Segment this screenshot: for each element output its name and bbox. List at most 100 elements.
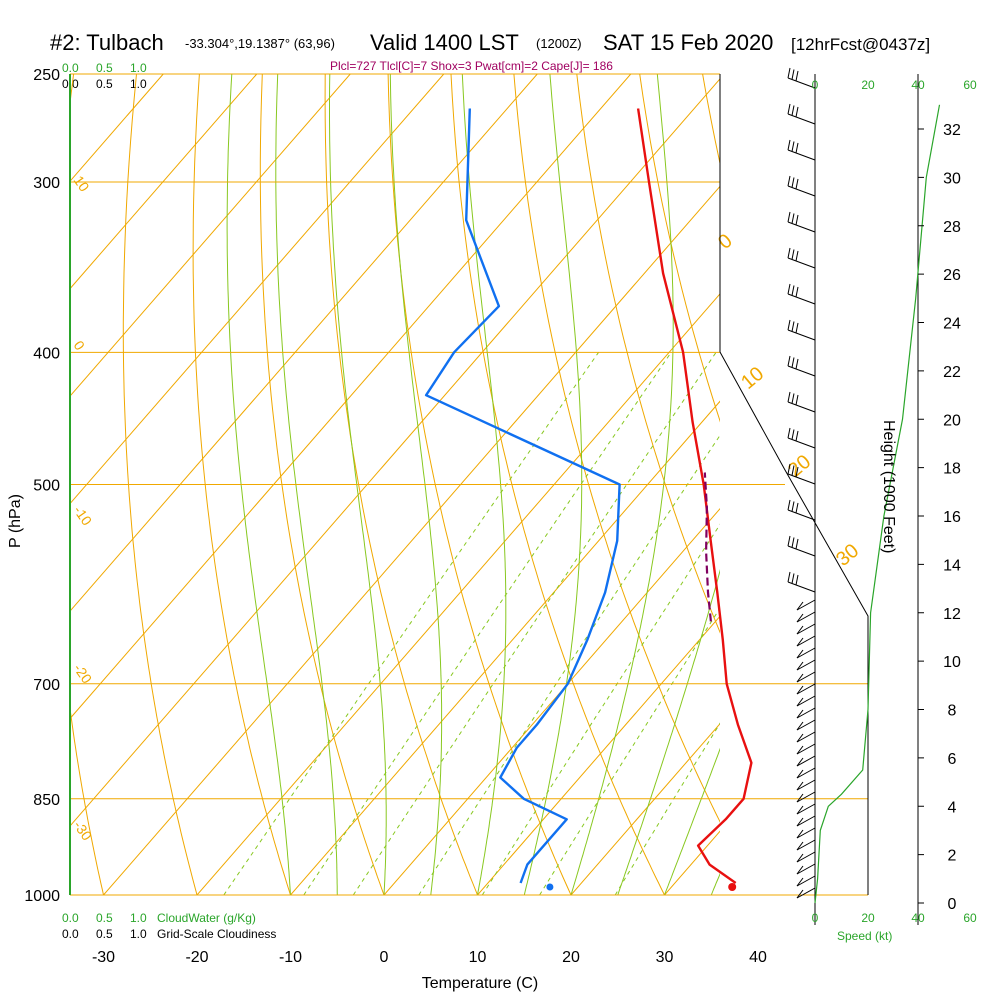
- plot-sloped-border: [719, 351, 869, 895]
- dry-adiabat-line: [192, 74, 292, 895]
- speed-tick-top: 40: [911, 78, 925, 92]
- height-tick-label: 6: [948, 751, 957, 768]
- dry-adiabat-label: 0: [714, 230, 737, 254]
- mixing-ratio-label: 20: [599, 893, 620, 913]
- dry-adiabat-lines: [0, 50, 1000, 924]
- cloudiness-tick-bottom: 0.5: [96, 927, 113, 941]
- isotherm-line: [477, 615, 720, 895]
- x-tick-label: 10: [469, 949, 487, 966]
- dry-adiabat-line: [639, 74, 720, 423]
- moist-adiabat-line: [329, 74, 387, 895]
- wind-barb: [787, 499, 816, 521]
- dry-adiabat-line: [450, 74, 666, 895]
- wind-barb: [787, 283, 816, 305]
- wind-barb: [787, 247, 816, 269]
- height-tick-label: 12: [943, 606, 961, 623]
- speed-tick-top: 20: [861, 78, 875, 92]
- wind-barb: [796, 671, 816, 683]
- cloudiness-tick-bottom: 1.0: [130, 927, 147, 941]
- cloudiness-label: Grid-Scale Cloudiness: [157, 927, 276, 941]
- height-tick-label: 18: [943, 461, 961, 478]
- wind-barb: [787, 427, 816, 449]
- dry-adiabat-line: [259, 74, 385, 895]
- dewpoint-line: [424, 108, 621, 884]
- moist-adiabat-line: [617, 569, 720, 895]
- dry-adiabat-line: [0, 50, 16, 924]
- dry-adiabat-line: [387, 74, 572, 895]
- x-tick-label: -20: [185, 949, 208, 966]
- dry-adiabat-line: [823, 50, 1000, 924]
- height-tick-label: 24: [943, 316, 961, 333]
- height-tick-label: 8: [948, 703, 957, 720]
- wind-barb: [796, 851, 816, 863]
- wind-speed-profile: [814, 104, 941, 904]
- isotherm-line: [70, 74, 258, 290]
- x-tick-label: 20: [562, 949, 580, 966]
- dry-adiabat-line: [122, 74, 198, 895]
- dry-adiabat-line: [513, 74, 720, 823]
- mixing-ratio-label: 12: [524, 893, 545, 913]
- zulu-time: (1200Z): [536, 36, 582, 51]
- mixing-ratio-line: [303, 352, 672, 895]
- speed-tick-bottom: 0: [812, 911, 819, 925]
- x-tick-label: 40: [749, 949, 767, 966]
- height-tick-label: 32: [943, 122, 961, 139]
- pressure-tick-label: 400: [33, 345, 60, 362]
- wind-barb: [787, 571, 816, 593]
- wind-barb: [796, 599, 816, 611]
- height-tick-label: 4: [948, 799, 957, 816]
- dry-adiabat-line: [70, 74, 105, 895]
- moist-adiabat-line: [275, 74, 338, 895]
- x-tick-label: 30: [656, 949, 674, 966]
- cloudiness-tick-top: 0.5: [96, 77, 113, 91]
- wind-barb: [796, 791, 816, 803]
- pressure-tick-label: 250: [33, 67, 60, 84]
- wind-barb: [787, 535, 816, 557]
- pressure-tick-label: 700: [33, 677, 60, 694]
- wind-barb: [796, 743, 816, 755]
- wind-barb: [796, 779, 816, 791]
- wind-barb: [787, 103, 816, 125]
- mixing-ratio-line: [539, 607, 720, 895]
- x-tick-label: -10: [279, 949, 302, 966]
- wind-barb: [796, 815, 816, 827]
- station-title: #2: Tulbach: [50, 30, 164, 55]
- mixing-ratio-label: 3: [338, 899, 354, 914]
- speed-tick-top: 0: [812, 78, 819, 92]
- wind-barb: [796, 683, 816, 695]
- wind-barb: [787, 355, 816, 377]
- wind-barb: [787, 391, 816, 413]
- wind-barb: [796, 647, 816, 659]
- pressure-tick-label: 850: [33, 792, 60, 809]
- pressure-tick-label: 1000: [24, 888, 60, 905]
- sounding-params: Plcl=727 Tlcl[C]=7 Shox=3 Pwat[cm]=2 Cap…: [330, 59, 613, 73]
- sounding-series: [424, 108, 753, 891]
- pressure-tick-label: 500: [33, 478, 60, 495]
- isotherm-line: [383, 508, 720, 895]
- mixing-ratio-label: 8: [466, 899, 482, 914]
- height-tick-label: 30: [943, 170, 961, 187]
- isobar-lines: [70, 73, 868, 896]
- y-axis-title: P (hPa): [7, 494, 24, 548]
- axes-ticks: -30 -20 -10 0 10 20 30 402503004005007008501000…: [24, 67, 977, 966]
- wind-barb: [796, 875, 816, 887]
- mixing-ratio-label: 2: [288, 899, 304, 914]
- moist-adiabat-line: [389, 74, 443, 895]
- wind-barb: [787, 139, 816, 161]
- x-axis-title: Temperature (C): [422, 975, 538, 992]
- moist-adiabat-line: [664, 747, 720, 895]
- x-tick-label: 0: [380, 949, 389, 966]
- cloudwater-label: CloudWater (g/Kg): [157, 911, 256, 925]
- wind-barb: [796, 635, 816, 647]
- parcel-line: [703, 472, 712, 622]
- height-tick-label: 28: [943, 219, 961, 236]
- surface-dewpoint-marker: [546, 883, 554, 891]
- speed-tick-top: 60: [963, 78, 977, 92]
- wind-barb: [787, 463, 816, 485]
- wind-barb: [796, 755, 816, 767]
- wind-barb: [796, 623, 816, 635]
- mixing-ratio-lines: 1 2 3 5 8 12 20: [223, 352, 720, 914]
- wind-barb: [796, 611, 816, 623]
- wind-barbs: [787, 67, 816, 899]
